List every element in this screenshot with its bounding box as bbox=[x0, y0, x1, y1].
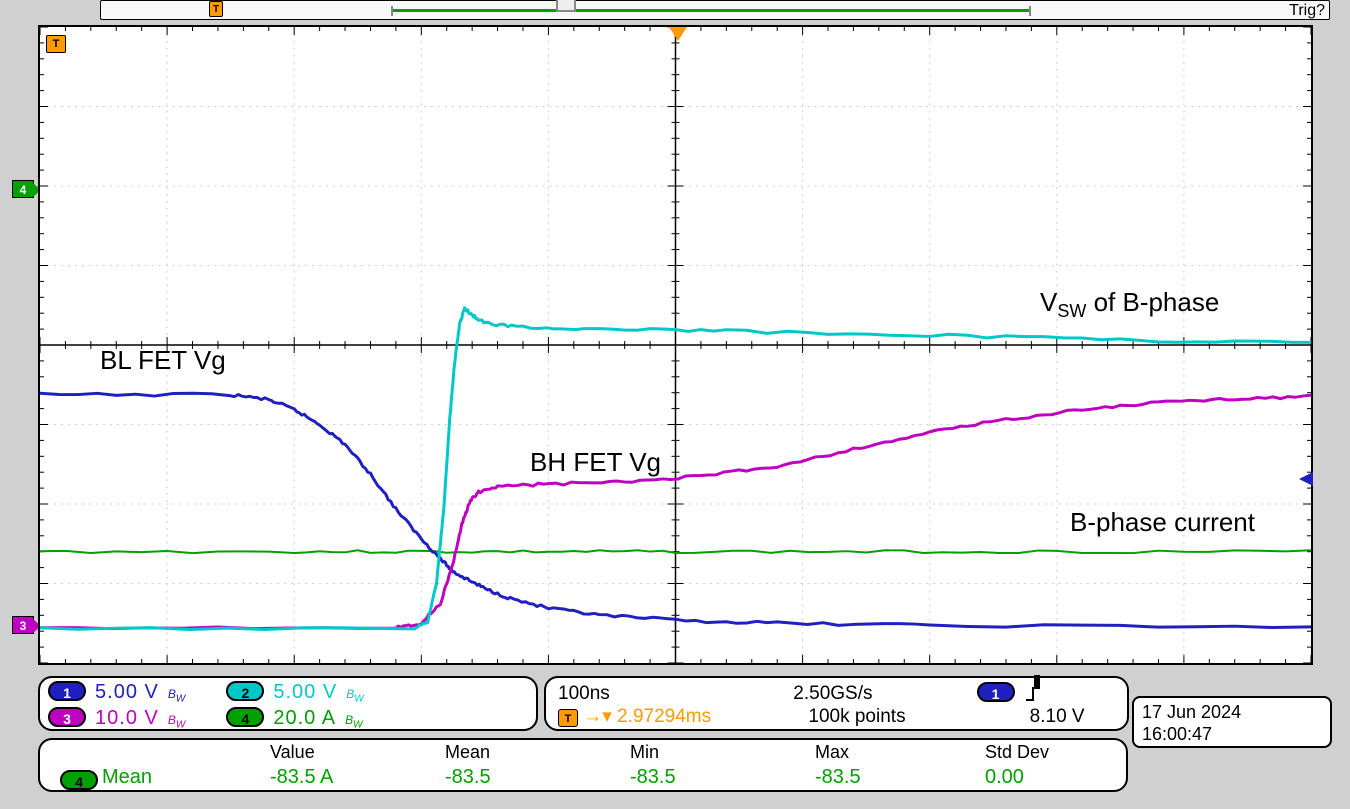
trigger-delay: 2.97294ms bbox=[617, 706, 803, 728]
topbar-t-label: T bbox=[213, 4, 219, 15]
date-line: 17 Jun 2024 bbox=[1142, 701, 1322, 723]
meas-col-std: Std Dev bbox=[985, 742, 1049, 763]
waveform-plot: T BL FET Vg VSW of B-phase BH FET Vg B-phas… bbox=[38, 25, 1313, 665]
plot-t-marker-label: T bbox=[53, 38, 60, 50]
ch1-badge: 1 bbox=[48, 681, 86, 701]
timebase-panel: 100ns 2.50GS/s 1 T →▾ 2.97294ms 100k poi… bbox=[544, 676, 1129, 731]
trigger-level: 8.10 V bbox=[1030, 706, 1085, 728]
ch2-badge: 2 bbox=[226, 681, 264, 701]
ch2-scale: 5.00 V bbox=[273, 681, 337, 704]
delay-arrow-icon: →▾ bbox=[583, 706, 612, 727]
meas-max: -83.5 bbox=[815, 766, 861, 789]
timebase-row-1: 100ns 2.50GS/s 1 bbox=[558, 680, 1139, 706]
topbar-track bbox=[391, 9, 1031, 12]
ch1-scale: 5.00 V bbox=[95, 681, 159, 704]
plot-t-marker: T bbox=[46, 35, 66, 53]
topbar-bracket-right bbox=[1029, 6, 1031, 16]
measurement-panel: Value Mean Min Max Std Dev 4 Mean -83.5 … bbox=[38, 738, 1128, 792]
trace-annotation: B-phase current bbox=[1070, 507, 1255, 538]
ground-ref-marker-ch3: 3 bbox=[12, 616, 34, 634]
meas-name: Mean bbox=[102, 766, 152, 789]
datestamp-panel: 17 Jun 2024 16:00:47 bbox=[1132, 696, 1332, 748]
ch1-bw-icon: BW bbox=[168, 687, 185, 704]
channel-row-1: 1 5.00 V BW 2 5.00 V BW bbox=[40, 679, 536, 705]
meas-min: -83.5 bbox=[630, 766, 676, 789]
ground-ref-marker-ch4: 4 bbox=[12, 180, 34, 198]
record-points: 100k points bbox=[808, 706, 978, 728]
plot-svg bbox=[40, 27, 1311, 663]
time-line: 16:00:47 bbox=[1142, 723, 1322, 745]
ch3-scale: 10.0 V bbox=[95, 707, 159, 730]
trace-annotation: BL FET Vg bbox=[100, 345, 226, 376]
ch4-badge: 4 bbox=[226, 707, 264, 727]
trigger-edge-icon bbox=[1024, 685, 1042, 703]
scope-screenshot: T Trig? 4 3 T BL FET Vg VSW of B-phase BH F… bbox=[0, 0, 1350, 809]
meas-ch-badge: 4 bbox=[60, 770, 98, 790]
ch2-bw-icon: BW bbox=[346, 687, 363, 704]
trigger-level-arrow-icon bbox=[1299, 472, 1313, 486]
trigger-position-icon bbox=[669, 27, 687, 41]
ch3-badge: 3 bbox=[48, 707, 86, 727]
meas-col-mean: Mean bbox=[445, 742, 490, 763]
meas-col-value: Value bbox=[270, 742, 315, 763]
meas-col-min: Min bbox=[630, 742, 659, 763]
trace-annotation: BH FET Vg bbox=[530, 447, 661, 478]
topbar-window-box bbox=[556, 0, 576, 12]
ch4-scale: 20.0 A bbox=[273, 707, 336, 730]
delay-t-badge: T bbox=[558, 709, 578, 727]
meas-std: 0.00 bbox=[985, 766, 1024, 789]
trigger-status-label: Trig? bbox=[1289, 2, 1325, 20]
channel-row-2: 3 10.0 V BW 4 20.0 A BW bbox=[40, 705, 536, 731]
sample-rate: 2.50GS/s bbox=[793, 683, 963, 705]
ch4-bw-icon: BW bbox=[345, 713, 362, 730]
ch3-bw-icon: BW bbox=[168, 713, 185, 730]
trigger-source-badge: 1 bbox=[977, 682, 1015, 702]
trace-annotation: VSW of B-phase bbox=[1040, 287, 1219, 322]
meas-value: -83.5 A bbox=[270, 766, 333, 789]
topbar-bracket-left bbox=[391, 6, 393, 16]
channel-scale-panel: 1 5.00 V BW 2 5.00 V BW 3 10.0 V BW 4 20… bbox=[38, 676, 538, 731]
meas-mean: -83.5 bbox=[445, 766, 491, 789]
topbar-t-marker: T bbox=[209, 1, 223, 17]
time-per-div: 100ns bbox=[558, 683, 788, 705]
timebase-row-2: T →▾ 2.97294ms 100k points 8.10 V bbox=[558, 705, 1139, 731]
timebase-overview-bar: T Trig? bbox=[100, 0, 1330, 20]
meas-col-max: Max bbox=[815, 742, 849, 763]
topbar-track-line bbox=[391, 9, 1031, 12]
